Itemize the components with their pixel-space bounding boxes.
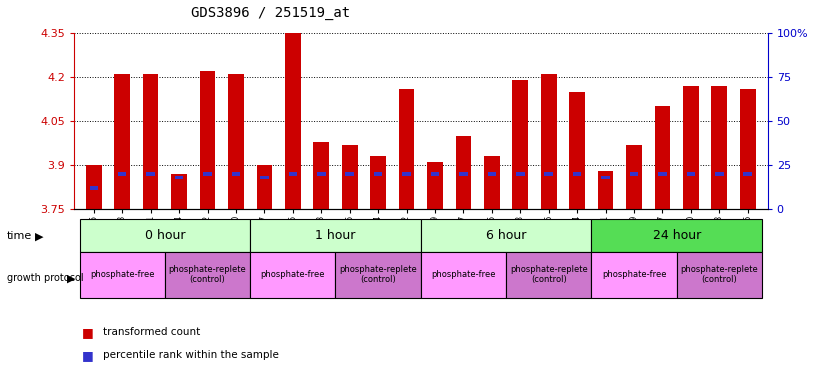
- Bar: [658, 172, 667, 176]
- Text: phosphate-free: phosphate-free: [260, 270, 325, 279]
- Text: percentile rank within the sample: percentile rank within the sample: [103, 350, 278, 360]
- Bar: [204, 172, 212, 176]
- Bar: [146, 172, 155, 176]
- Bar: [654, 106, 670, 209]
- Bar: [80, 219, 250, 252]
- Text: transformed count: transformed count: [103, 327, 200, 337]
- Text: 24 hour: 24 hour: [653, 229, 701, 242]
- Bar: [516, 172, 525, 176]
- Bar: [744, 172, 752, 176]
- Bar: [250, 252, 336, 298]
- Bar: [374, 172, 383, 176]
- Bar: [715, 172, 723, 176]
- Bar: [591, 252, 677, 298]
- Bar: [118, 172, 126, 176]
- Bar: [336, 252, 421, 298]
- Text: ■: ■: [82, 349, 94, 362]
- Bar: [370, 156, 386, 209]
- Bar: [686, 172, 695, 176]
- Bar: [86, 165, 102, 209]
- Text: phosphate-replete
(control): phosphate-replete (control): [168, 265, 246, 284]
- Bar: [591, 219, 762, 252]
- Text: phosphate-replete
(control): phosphate-replete (control): [510, 265, 588, 284]
- Bar: [512, 80, 528, 209]
- Text: phosphate-free: phosphate-free: [602, 270, 667, 279]
- Bar: [683, 86, 699, 209]
- Bar: [421, 219, 591, 252]
- Bar: [228, 74, 244, 209]
- Bar: [114, 74, 130, 209]
- Text: phosphate-free: phosphate-free: [431, 270, 496, 279]
- Bar: [427, 162, 443, 209]
- Bar: [544, 172, 553, 176]
- Bar: [175, 176, 183, 179]
- Bar: [288, 172, 297, 176]
- Text: ▶: ▶: [67, 273, 76, 283]
- Bar: [143, 74, 158, 209]
- Bar: [260, 176, 268, 179]
- Bar: [712, 86, 727, 209]
- Bar: [80, 252, 165, 298]
- Bar: [431, 172, 439, 176]
- Bar: [569, 91, 585, 209]
- Text: time: time: [7, 231, 32, 241]
- Bar: [601, 176, 610, 179]
- Bar: [342, 144, 357, 209]
- Bar: [630, 172, 638, 176]
- Bar: [677, 252, 762, 298]
- Bar: [488, 172, 496, 176]
- Text: phosphate-replete
(control): phosphate-replete (control): [339, 265, 417, 284]
- Bar: [232, 172, 241, 176]
- Bar: [399, 89, 415, 209]
- Bar: [257, 165, 273, 209]
- Bar: [456, 136, 471, 209]
- Text: 1 hour: 1 hour: [315, 229, 355, 242]
- Text: 0 hour: 0 hour: [144, 229, 185, 242]
- Bar: [626, 144, 642, 209]
- Bar: [317, 172, 325, 176]
- Bar: [250, 219, 421, 252]
- Text: phosphate-replete
(control): phosphate-replete (control): [681, 265, 758, 284]
- Bar: [421, 252, 506, 298]
- Text: ■: ■: [82, 326, 94, 339]
- Text: growth protocol: growth protocol: [7, 273, 83, 283]
- Bar: [172, 174, 187, 209]
- Bar: [402, 172, 410, 176]
- Bar: [459, 172, 468, 176]
- Text: GDS3896 / 251519_at: GDS3896 / 251519_at: [191, 6, 351, 20]
- Bar: [506, 252, 591, 298]
- Text: ▶: ▶: [34, 231, 43, 241]
- Bar: [314, 142, 329, 209]
- Bar: [541, 74, 557, 209]
- Text: 6 hour: 6 hour: [486, 229, 526, 242]
- Bar: [598, 171, 613, 209]
- Bar: [346, 172, 354, 176]
- Bar: [89, 186, 98, 190]
- Bar: [285, 33, 300, 209]
- Bar: [484, 156, 500, 209]
- Bar: [165, 252, 250, 298]
- Bar: [573, 172, 581, 176]
- Bar: [740, 89, 755, 209]
- Text: phosphate-free: phosphate-free: [90, 270, 154, 279]
- Bar: [200, 71, 215, 209]
